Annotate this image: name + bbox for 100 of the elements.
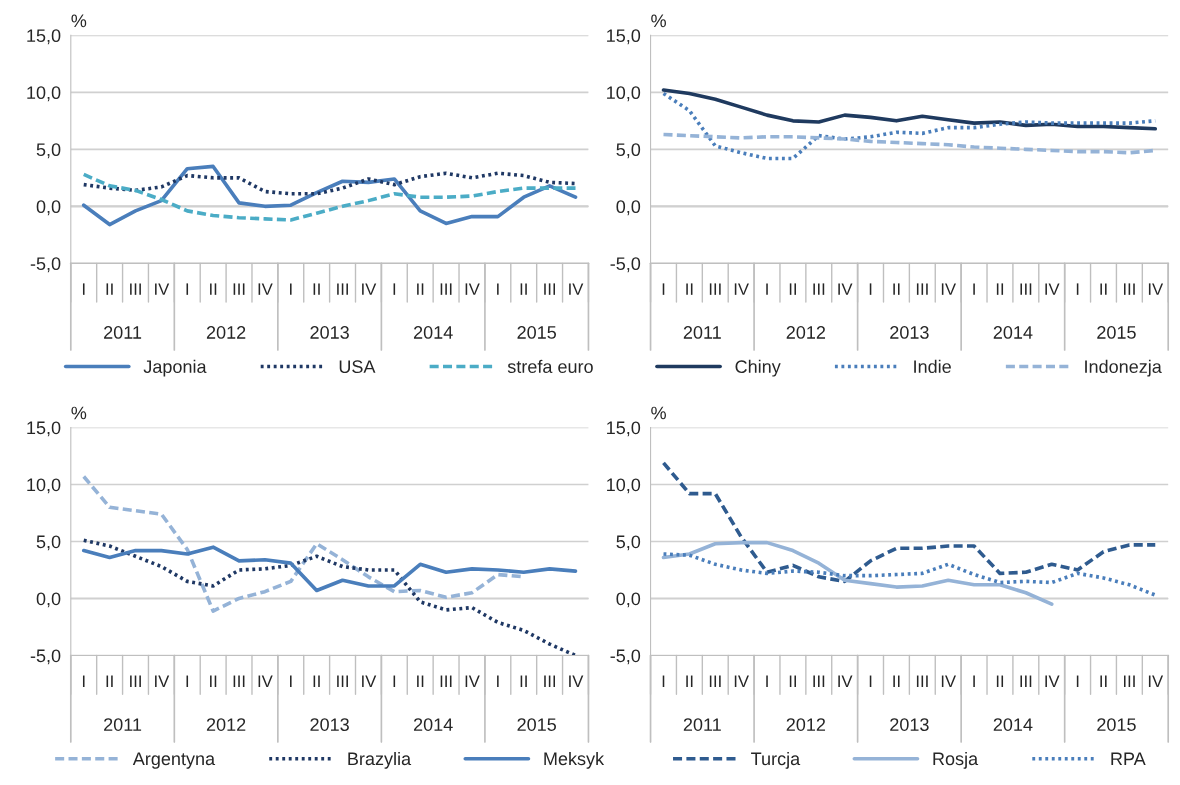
x-tick-label: I [973,675,975,687]
x-tick-label: I [1076,675,1079,687]
text: 2012 [786,326,826,339]
x-tick-label: III [130,675,141,687]
x-tick-label: IV [155,283,170,295]
text: 2014 [993,718,1033,731]
text: 2015 [1097,718,1136,731]
x-tick-label: III [544,675,556,687]
legend-label: USA [339,360,376,374]
x-tick-label: I [82,283,85,295]
x-tick-label: IV [838,675,853,687]
x-tick-label: II [893,283,900,295]
legend-label: Meksyk [544,751,605,769]
x-tick-label: IV [734,675,749,687]
y-tick-label: 5,0 [616,535,641,551]
y-tick-label: 15,0 [607,29,641,45]
text: 2012 [206,718,246,731]
x-tick-label: II [417,675,424,687]
x-tick-label: IV [734,283,749,295]
x-tick-label: III [916,283,928,295]
line-series [81,538,578,656]
x-tick-label: IV [1045,283,1060,295]
x-tick-label: IV [258,283,273,295]
text: 2013 [890,326,929,339]
legend-label: strefa euro [507,359,593,374]
y-tick-label: 10,0 [607,478,641,494]
legend-label: RPA [1111,752,1146,766]
x-tick-label: II [789,283,796,295]
x-tick-label: II [520,675,527,687]
x-tick-label: II [210,283,217,295]
text: 2011 [104,718,142,731]
text: 2011 [683,718,721,731]
x-tick-label: II [1100,283,1107,295]
y-tick-label: -5,0 [30,257,61,273]
x-tick-label: III [440,675,452,687]
legend-label: Brazylia [348,751,412,769]
y-axis-title: % [71,14,87,28]
x-tick-label: II [313,675,320,687]
x-tick-label: IV [1148,675,1164,687]
line-series [661,552,1158,597]
x-tick-label: I [290,283,292,295]
y-tick-label: 0,0 [616,592,641,608]
x-tick-label: IV [362,283,377,295]
x-tick-label: II [996,675,1004,687]
y-tick-label: 15,0 [607,421,641,437]
legend-label: Indonezja [1085,359,1162,377]
x-tick-label: III [544,283,556,295]
line-series [661,540,1054,606]
legend-label: Rosja [933,751,979,769]
x-tick-label: IV [155,675,170,687]
y-tick-label: 10,0 [607,86,641,102]
y-tick-label: 5,0 [36,535,61,551]
text: 2012 [206,326,246,339]
line-series [661,461,1158,584]
text: 2012 [786,718,826,731]
y-axis-title: % [651,14,666,28]
x-tick-label: II [996,283,1004,295]
x-tick-label: I [766,675,768,687]
x-tick-label: I [393,675,396,687]
x-tick-label: IV [569,675,584,687]
y-tick-label: 0,0 [36,592,61,608]
x-tick-label: I [497,675,499,687]
x-tick-label: I [869,283,872,295]
x-tick-label: IV [838,283,853,295]
x-tick-label: I [497,283,499,295]
y-tick-label: 15,0 [27,29,61,45]
x-tick-label: II [417,283,424,295]
x-tick-label: III [1123,283,1135,295]
x-tick-label: I [662,283,665,295]
x-tick-label: III [440,283,452,295]
x-tick-label: II [210,675,217,687]
x-tick-label: III [709,675,721,687]
text: 2014 [413,718,453,731]
x-tick-label: II [1100,675,1107,687]
y-tick-label: 10,0 [27,86,61,102]
x-tick-label: II [789,675,796,687]
x-tick-label: I [186,675,189,687]
x-tick-label: IV [1148,283,1164,295]
y-tick-label: -5,0 [610,257,641,273]
x-tick-label: II [520,283,527,295]
text: 2014 [413,326,453,339]
x-tick-label: II [106,675,113,687]
x-tick-label: I [186,283,189,295]
x-tick-label: III [1020,283,1032,295]
x-tick-label: II [313,283,320,295]
x-tick-label: I [766,283,768,295]
x-tick-label: I [1076,283,1079,295]
x-tick-label: IV [941,675,956,687]
x-tick-label: I [82,675,85,687]
line-series [81,164,578,227]
x-tick-label: I [662,675,665,687]
x-tick-label: II [686,675,693,687]
x-tick-label: IV [465,675,480,687]
x-tick-label: IV [569,283,584,295]
x-tick-label: III [233,675,245,687]
line-series [661,88,1158,131]
text: 2014 [993,326,1033,339]
legend-label: Indie [914,359,951,374]
x-tick-label: IV [1045,675,1060,687]
y-tick-label: 15,0 [27,421,61,437]
